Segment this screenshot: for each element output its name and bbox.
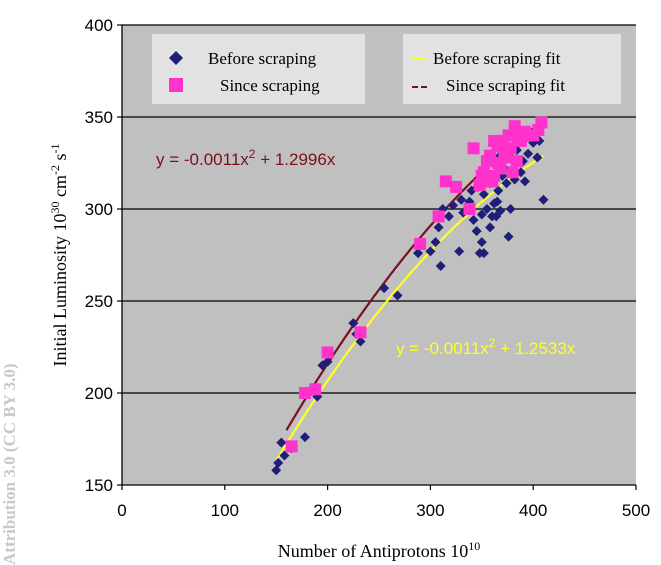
- legend-label-before-fit: Before scraping fit: [433, 49, 561, 68]
- square-point: [463, 203, 476, 215]
- diamond-point: [443, 211, 454, 222]
- gridlines: [122, 24, 636, 394]
- diamond-point: [519, 176, 530, 187]
- watermark-text: Attribution 3.0 (CC BY 3.0): [0, 363, 19, 565]
- square-point: [439, 175, 452, 188]
- diamond-point: [433, 222, 444, 233]
- square-point: [414, 237, 427, 250]
- diamond-point: [279, 450, 290, 461]
- legend-box-left: [152, 34, 365, 104]
- x-tick-label: 400: [519, 501, 547, 520]
- square-point: [298, 387, 311, 399]
- diamond-point: [491, 211, 502, 222]
- data-markers: [271, 116, 549, 476]
- x-tick-label: 300: [416, 501, 444, 520]
- square-point: [481, 175, 494, 188]
- diamond-point: [503, 231, 514, 242]
- diamond-point: [392, 290, 403, 301]
- diamond-point: [273, 457, 284, 468]
- diamond-point: [485, 222, 496, 233]
- diamond-point: [532, 152, 543, 163]
- legend: Before scraping Since scraping Before scra…: [152, 34, 621, 104]
- diamond-point: [468, 215, 479, 226]
- x-tick-label: 0: [117, 501, 126, 520]
- y-tick-label: 250: [85, 292, 113, 311]
- diamond-point: [348, 318, 359, 329]
- y-tick-label: 150: [85, 476, 113, 495]
- square-point: [467, 142, 480, 155]
- diamond-point: [413, 248, 424, 259]
- square-point: [508, 120, 521, 133]
- legend-square-icon: [169, 78, 183, 92]
- diamond-point: [538, 194, 549, 205]
- diamond-point: [299, 432, 310, 443]
- diamond-point: [322, 356, 333, 367]
- y-tick-label: 300: [85, 200, 113, 219]
- y-tick-label: 350: [85, 108, 113, 127]
- diamond-point: [481, 204, 492, 214]
- diamond-point: [430, 237, 441, 248]
- square-point: [450, 180, 463, 193]
- y-axis-label: Initial Luminosity 1030 cm-2 s-1: [48, 143, 70, 366]
- square-point: [510, 155, 523, 168]
- diamond-point: [492, 196, 503, 207]
- diamond-point: [523, 148, 534, 159]
- square-point: [506, 166, 519, 179]
- legend-label-since: Since scraping: [220, 76, 320, 95]
- square-point: [354, 326, 367, 339]
- diamond-point: [501, 178, 512, 189]
- y-tick-label: 400: [85, 16, 113, 35]
- legend-box-right: [403, 34, 621, 104]
- square-point: [502, 129, 515, 142]
- square-point: [492, 157, 505, 169]
- diamond-point: [355, 336, 366, 347]
- diamond-point: [478, 248, 489, 259]
- annotations: y = -0.0011x2 + 1.2996x y = -0.0011x2 + 1…: [156, 147, 576, 358]
- axes: [117, 24, 637, 490]
- diamond-point: [471, 226, 482, 237]
- fit-equation: y = -0.0011x2 + 1.2533x: [396, 336, 576, 358]
- tick-labels: 150 200 250 300 350 400 0 100 200 300 400 500: [85, 16, 651, 520]
- legend-diamond-icon: [169, 51, 183, 65]
- x-tick-label: 500: [622, 501, 650, 520]
- diamond-point: [493, 185, 504, 196]
- diamond-point: [476, 209, 487, 220]
- square-point: [488, 134, 501, 147]
- diamond-point: [478, 189, 489, 200]
- square-point: [285, 440, 298, 453]
- diamond-point: [276, 437, 287, 448]
- diamond-point: [448, 200, 459, 211]
- axis-labels: Number of Antiprotons 1010 Initial Lumino…: [48, 143, 480, 561]
- diamond-point: [379, 283, 390, 294]
- square-point: [535, 116, 548, 129]
- y-tick-label: 200: [85, 384, 113, 403]
- x-tick-label: 100: [211, 501, 239, 520]
- x-tick-label: 200: [313, 501, 341, 520]
- square-point: [432, 210, 445, 223]
- fit-equation: y = -0.0011x2 + 1.2996x: [156, 147, 336, 169]
- x-axis-label: Number of Antiprotons 1010: [278, 539, 481, 561]
- legend-label-since-fit: Since scraping fit: [446, 76, 565, 95]
- square-point: [309, 383, 322, 396]
- square-point: [321, 346, 334, 359]
- legend-label-before: Before scraping: [208, 49, 317, 68]
- diamond-point: [425, 246, 436, 257]
- diamond-point: [476, 237, 487, 248]
- diamond-point: [435, 261, 446, 272]
- watermark: Attribution 3.0 (CC BY 3.0): [0, 290, 28, 565]
- square-point: [477, 166, 490, 179]
- diamond-point: [505, 204, 516, 214]
- diamond-point: [454, 246, 465, 257]
- diamond-point: [456, 194, 467, 205]
- diamond-point: [271, 465, 282, 476]
- square-point: [504, 142, 517, 155]
